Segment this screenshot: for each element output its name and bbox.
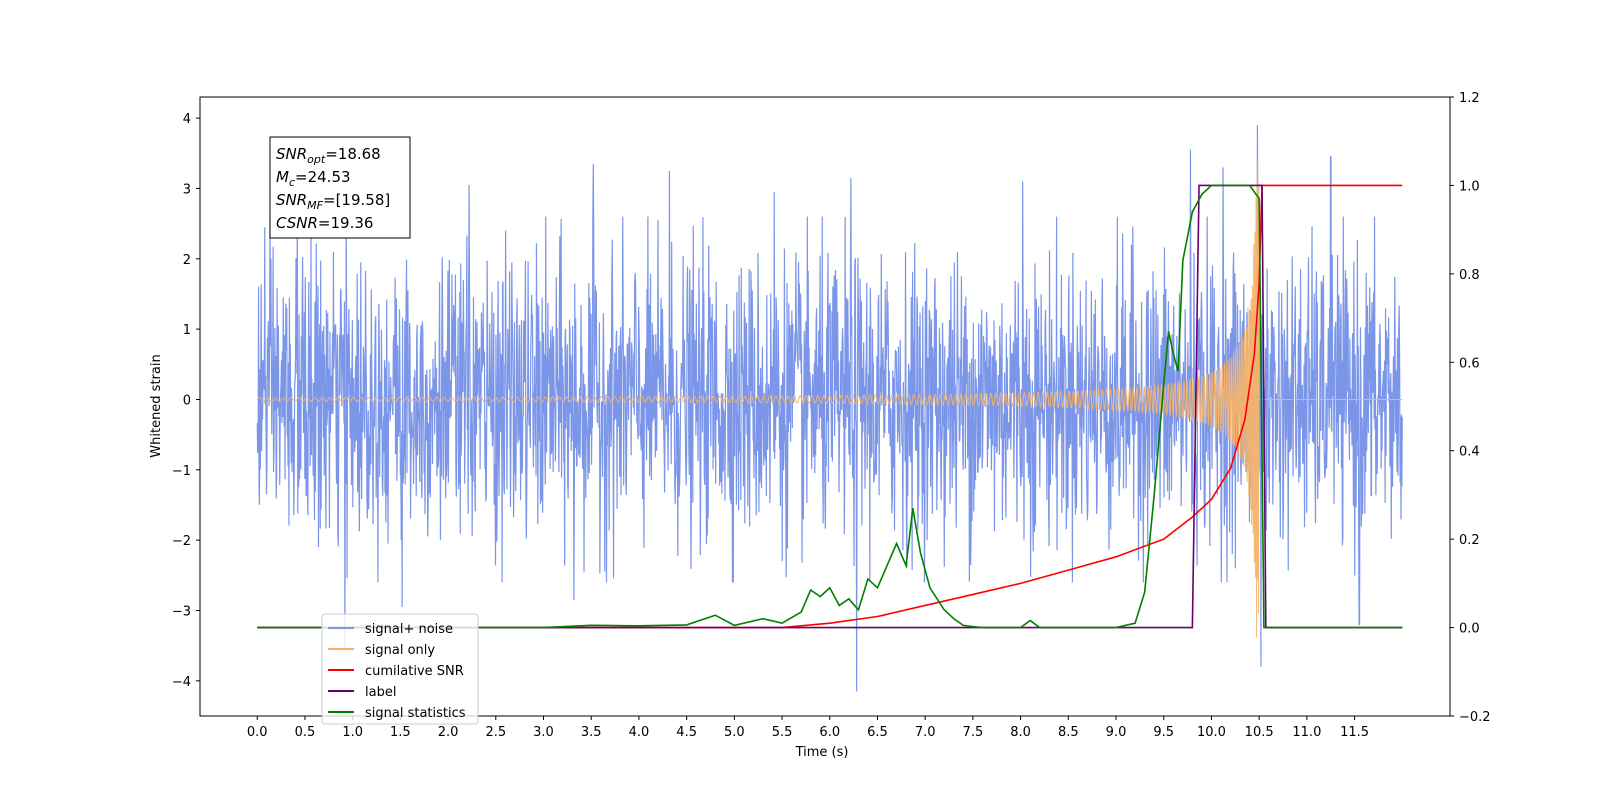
x-tick-label: 10.5: [1245, 725, 1274, 740]
y2-tick-label: 1.0: [1459, 179, 1480, 194]
x-tick-label: 7.5: [963, 725, 984, 740]
y2-tick-label: 1.2: [1459, 91, 1480, 106]
x-tick-label: 3.0: [533, 725, 554, 740]
y2-tick-label: 0.2: [1459, 533, 1480, 548]
x-tick-label: 5.0: [724, 725, 745, 740]
y2-tick-label: 0.6: [1459, 356, 1480, 371]
annotation-line: Mc=24.53: [276, 168, 351, 189]
legend-item: label: [328, 685, 396, 700]
x-tick-label: 0.0: [247, 725, 268, 740]
legend-item: signal only: [328, 643, 435, 658]
series-signal-noise: [256, 125, 1403, 692]
x-axis-label: Time (s): [795, 745, 849, 760]
legend-item: signal statistics: [328, 706, 466, 721]
y-tick-label: 3: [183, 182, 191, 197]
y-tick-label: 1: [183, 323, 191, 338]
y2-axis-ticks: −0.2 0.0 0.2 0.4 0.6 0.8 1.0 1.2: [1450, 91, 1491, 725]
legend-label: label: [365, 685, 396, 700]
x-tick-label: 4.5: [676, 725, 697, 740]
series-layer: [256, 125, 1403, 692]
y2-tick-label: 0.8: [1459, 268, 1480, 283]
x-tick-label: 2.5: [485, 725, 506, 740]
y-tick-label: −3: [172, 604, 191, 619]
y-axis-label: Whitened strain: [149, 354, 164, 457]
annotation-line: SNRMF=[19.58]: [276, 191, 390, 212]
legend-label: signal only: [365, 643, 435, 658]
x-tick-label: 6.5: [867, 725, 888, 740]
y-tick-label: −4: [172, 675, 191, 690]
annotation-frame: [269, 136, 411, 239]
y-tick-label: 0: [183, 393, 191, 408]
y-tick-label: −2: [172, 534, 191, 549]
x-tick-label: 8.5: [1058, 725, 1079, 740]
legend-frame: [321, 613, 479, 725]
y2-tick-label: 0.0: [1459, 622, 1480, 637]
x-tick-label: 9.5: [1153, 725, 1174, 740]
x-tick-label: 11.5: [1340, 725, 1369, 740]
legend-label: signal statistics: [365, 706, 466, 721]
legend: signal+ noise signal only cumilative SNR la…: [321, 613, 479, 725]
series-signal-statistics: [257, 184, 1403, 629]
x-tick-label: 4.0: [629, 725, 650, 740]
legend-label: signal+ noise: [365, 622, 453, 637]
x-tick-label: 1.5: [390, 725, 411, 740]
x-axis-ticks: 0.0 0.5 1.0 1.5 2.0 2.5 3.0 3.5 4.0 4.5 5.0 5.5 6.0 6…: [247, 716, 1369, 740]
series-cumilative-snr: [257, 184, 1403, 629]
y-tick-label: −1: [172, 464, 191, 479]
y2-tick-label: −0.2: [1459, 710, 1491, 725]
annotation-line: SNRopt=18.68: [276, 145, 381, 166]
plot-frame: [199, 96, 1451, 717]
legend-label: cumilative SNR: [365, 664, 464, 679]
legend-item: signal+ noise: [328, 622, 453, 637]
annotation-line: CSNR=19.36: [276, 214, 373, 232]
x-tick-label: 7.0: [915, 725, 936, 740]
x-tick-label: 2.0: [438, 725, 459, 740]
x-tick-label: 11.0: [1292, 725, 1321, 740]
x-tick-label: 5.5: [772, 725, 793, 740]
y-tick-label: 4: [183, 112, 191, 127]
x-tick-label: 1.0: [342, 725, 363, 740]
x-tick-label: 0.5: [295, 725, 316, 740]
x-tick-label: 8.0: [1010, 725, 1031, 740]
x-tick-label: 3.5: [581, 725, 602, 740]
y-tick-label: 2: [183, 253, 191, 268]
x-tick-label: 6.0: [819, 725, 840, 740]
y2-tick-label: 0.4: [1459, 445, 1480, 460]
legend-item: cumilative SNR: [328, 664, 464, 679]
y-axis-ticks: −4 −3 −2 −1 0 1 2 3 4: [172, 112, 200, 690]
x-tick-label: 9.0: [1106, 725, 1127, 740]
x-tick-label: 10.0: [1197, 725, 1226, 740]
series-signal-only: [256, 160, 1403, 638]
